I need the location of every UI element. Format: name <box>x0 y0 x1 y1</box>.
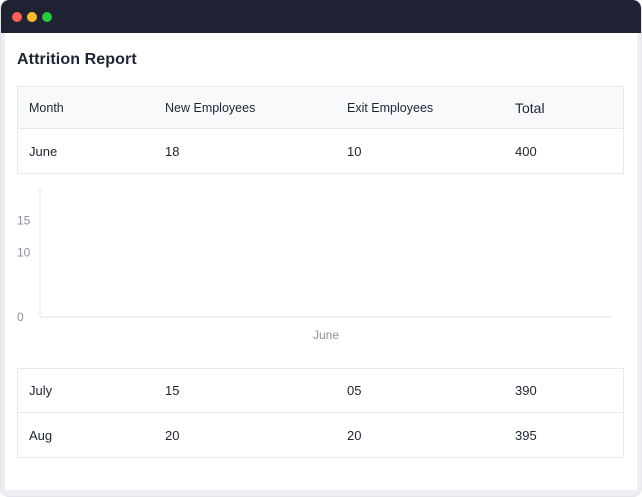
y-tick-label: 10 <box>17 246 31 260</box>
cell-exit-employees: 05 <box>347 383 362 398</box>
page-title: Attrition Report <box>17 51 137 68</box>
y-tick-label: 15 <box>17 213 31 227</box>
table-header-row: Month New Employees Exit Employees Total <box>18 87 623 129</box>
cell-month: July <box>29 383 53 398</box>
column-header-total: Total <box>515 99 545 116</box>
minimize-window-button[interactable] <box>27 12 37 22</box>
cell-new-employees: 20 <box>165 427 180 443</box>
chart-svg: 0 10 15 June <box>17 188 612 342</box>
cell-new-employees: 15 <box>165 383 180 398</box>
column-header-new-employees: New Employees <box>165 100 256 115</box>
cell-month: June <box>29 143 58 159</box>
x-tick-label: June <box>313 328 339 342</box>
table-row: June 18 10 400 <box>18 129 623 173</box>
maximize-window-button[interactable] <box>42 12 52 22</box>
table-row: Aug 20 20 395 <box>18 413 623 457</box>
column-header-exit-employees: Exit Employees <box>347 100 434 115</box>
window-titlebar <box>1 0 641 33</box>
cell-total: 390 <box>515 383 537 398</box>
close-window-button[interactable] <box>12 12 22 22</box>
cell-total: 395 <box>515 427 537 443</box>
attrition-table-bottom: July 15 05 390 Aug 20 20 395 <box>17 368 624 458</box>
column-header-month: Month <box>29 100 64 115</box>
cell-exit-employees: 20 <box>347 427 362 443</box>
cell-month: Aug <box>29 427 53 443</box>
attrition-chart: 0 10 15 June <box>5 183 637 353</box>
attrition-table-top: Month New Employees Exit Employees Total… <box>17 86 624 174</box>
y-tick-label: 0 <box>17 310 24 324</box>
cell-total: 400 <box>515 143 537 159</box>
table-row: July 15 05 390 <box>18 369 623 413</box>
cell-exit-employees: 10 <box>347 143 362 159</box>
report-panel: Attrition Report Month New Employees Exi… <box>5 33 637 490</box>
cell-new-employees: 18 <box>165 143 180 159</box>
